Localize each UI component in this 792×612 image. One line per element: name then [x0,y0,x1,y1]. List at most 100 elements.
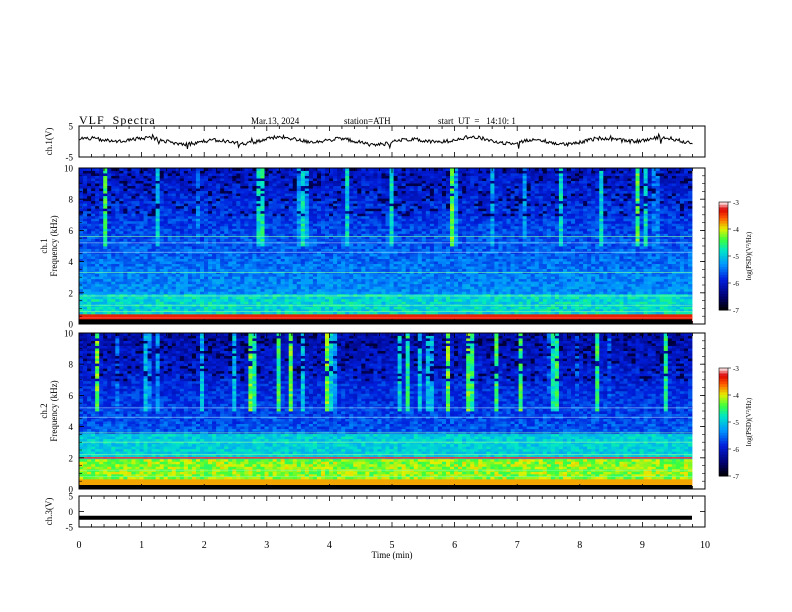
spectrogram-cell [156,269,160,272]
spectrogram-cell [390,256,394,259]
spectrogram-cell [519,291,523,294]
spectrogram-cell [623,301,627,304]
spectrogram-cell [482,274,486,277]
spectrogram-cell [563,279,567,282]
spectrogram-cell [632,299,636,302]
spectrogram-cell [559,301,563,304]
spectrogram-cell [144,301,148,304]
spectrogram-cell [422,256,426,259]
spectrogram-cell [107,269,111,272]
spectrogram-cell [172,291,176,294]
spectrogram-cell [502,306,506,309]
spectrogram-cell [587,256,591,259]
spectrogram-cell [506,286,510,289]
spectrogram-cell [325,281,329,284]
spectrogram-cell [99,264,103,267]
spectrogram-cell [204,299,208,302]
spectrogram-cell [406,301,410,304]
spectrogram-cell [83,254,87,257]
spectrogram-cell [152,281,156,284]
spectrogram-cell [232,289,236,292]
spectrogram-cell [236,279,240,282]
spectrogram-cell [139,296,143,299]
spectrogram-cell [119,264,123,267]
spectrogram-cell [148,289,152,292]
spectrogram-cell [672,259,676,262]
spectrogram-cell [591,289,595,292]
spectrogram-cell [123,266,127,269]
spectrogram-cell [502,291,506,294]
spectrogram-cell [426,254,430,257]
spectrogram-cell [127,274,131,277]
spectrogram-cell [648,296,652,299]
spectrogram-cell [603,274,607,277]
spectrogram-cell [184,301,188,304]
spectrogram-cell [515,276,519,279]
spectrogram-cell [91,254,95,257]
spectrogram-cell [144,296,148,299]
spectrogram-cell [506,301,510,304]
spectrogram-cell [402,264,406,267]
spectrogram-cell [506,284,510,287]
spectrogram-cell [458,269,462,272]
spectrogram-cell [240,259,244,262]
spectrogram-cell [192,254,196,257]
spectrogram-cell [127,281,131,284]
spectrogram-cell [486,286,490,289]
spectrogram-cell [148,259,152,262]
spectrogram-cell [422,276,426,279]
spectrogram-cell [188,284,192,287]
spectrogram-cell [623,256,627,259]
spectrogram-cell [341,284,345,287]
spectrogram-cell [515,296,519,299]
spectrogram-cell [119,291,123,294]
spectrogram-cell [511,269,515,272]
spectrogram-cell [377,254,381,257]
spectrogram-cell [301,296,305,299]
spectrogram-cell [676,289,680,292]
spectrogram-cell [527,291,531,294]
spectrogram-cell [438,314,442,317]
spectrogram-cell [442,259,446,262]
spectrogram-cell [172,276,176,279]
spectrogram-cell [406,276,410,279]
spectrogram-cell [660,276,664,279]
spectrogram-cell [244,291,248,294]
spectrogram-cell [309,259,313,262]
spectrogram-cell [152,279,156,282]
spectrogram-cell [587,269,591,272]
spectrogram-cell [567,291,571,294]
spectrogram-cell [511,259,515,262]
spectrogram-cell [196,299,200,302]
spectrogram-cell [341,264,345,267]
spectrogram-cell [474,274,478,277]
spectrogram-cell [515,301,519,304]
spectrogram-cell [615,289,619,292]
spectrogram-cell [148,274,152,277]
spectrogram-cell [664,269,668,272]
spectrogram-cell [228,301,232,304]
spectrogram-cell [325,259,329,262]
spectrogram-cell [579,264,583,267]
spectrogram-cell [559,264,563,267]
spectrogram-cell [583,261,587,264]
spectrogram-cell [454,259,458,262]
spectrogram-cell [148,276,152,279]
spectrogram-cell [236,289,240,292]
spectrogram-cell [160,296,164,299]
spectrogram-cell [454,299,458,302]
spectrogram-cell [632,266,636,269]
spectrogram-cell [277,264,281,267]
spectrogram-cell [269,269,273,272]
spectrogram-cell [398,314,402,317]
spectrogram-cell [212,256,216,259]
spectrogram-cell [188,261,192,264]
spectrogram-cell [474,291,478,294]
spectrogram-cell [87,281,91,284]
spectrogram-cell [478,259,482,262]
spectrogram-cell [664,264,668,267]
spectrogram-cell [180,306,184,309]
spectrogram-cell [160,274,164,277]
spectrogram-cell [204,279,208,282]
spectrogram-cell [160,269,164,272]
